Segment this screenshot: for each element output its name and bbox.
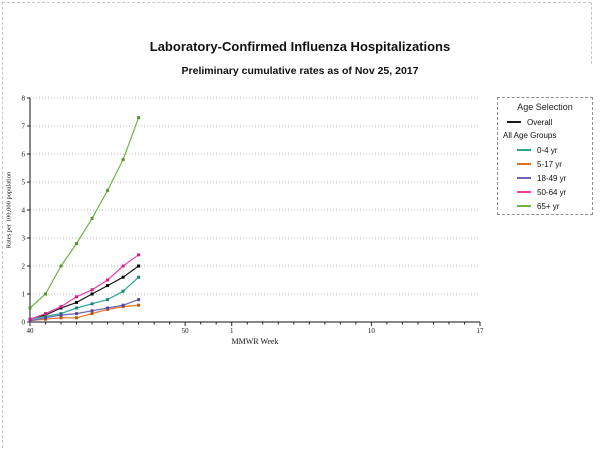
legend-group-label: All Age Groups <box>503 131 557 140</box>
legend-item-50-64[interactable]: 50-64 yr <box>498 185 592 199</box>
legend-label-18-49: 18-49 yr <box>537 173 567 183</box>
svg-text:50: 50 <box>182 327 190 335</box>
legend-label-50-64: 50-64 yr <box>537 187 567 197</box>
chart-title: Laboratory-Confirmed Influenza Hospitali… <box>149 39 451 54</box>
age-selection-legend: Age Selection Overall All Age Groups 0-4… <box>497 97 593 215</box>
svg-text:8: 8 <box>22 95 26 103</box>
svg-text:6: 6 <box>22 151 26 159</box>
legend-title: Age Selection <box>517 102 573 112</box>
svg-text:2: 2 <box>22 263 26 271</box>
svg-text:5: 5 <box>22 179 26 187</box>
legend-item-65plus[interactable]: 65+ yr <box>498 199 592 213</box>
legend-item-0-4[interactable]: 0-4 yr <box>498 143 592 157</box>
svg-text:1: 1 <box>22 291 26 299</box>
svg-text:4: 4 <box>22 207 26 215</box>
x-axis-label: MMWR Week <box>231 337 279 346</box>
legend-label-65plus: 65+ yr <box>537 201 560 211</box>
legend-item-18-49[interactable]: 18-49 yr <box>498 171 592 185</box>
svg-text:10: 10 <box>368 327 376 335</box>
overall-line-swatch <box>507 121 521 123</box>
focus-border-left <box>2 2 3 448</box>
age-50-64-line-swatch <box>517 191 531 193</box>
age-18-49-line-swatch <box>517 177 531 179</box>
legend-label-5-17: 5-17 yr <box>537 159 562 169</box>
focus-border-right <box>591 2 592 64</box>
age-5-17-line-swatch <box>517 163 531 165</box>
y-axis-label: Rates per 100,000 population <box>5 171 13 249</box>
age-0-4-line-swatch <box>517 149 531 151</box>
svg-text:1: 1 <box>230 327 234 335</box>
age-65plus-line-swatch <box>517 205 531 207</box>
svg-text:3: 3 <box>22 235 26 243</box>
legend-item-5-17[interactable]: 5-17 yr <box>498 157 592 171</box>
legend-item-overall[interactable]: Overall <box>498 115 592 129</box>
chart-subtitle: Preliminary cumulative rates as of Nov 2… <box>181 65 419 77</box>
svg-text:40: 40 <box>27 327 35 335</box>
svg-text:17: 17 <box>477 327 485 335</box>
focus-border-top <box>2 2 591 3</box>
svg-text:7: 7 <box>22 123 26 131</box>
svg-text:0: 0 <box>22 319 26 327</box>
legend-label-0-4: 0-4 yr <box>537 145 558 155</box>
legend-label-overall: Overall <box>527 117 553 127</box>
